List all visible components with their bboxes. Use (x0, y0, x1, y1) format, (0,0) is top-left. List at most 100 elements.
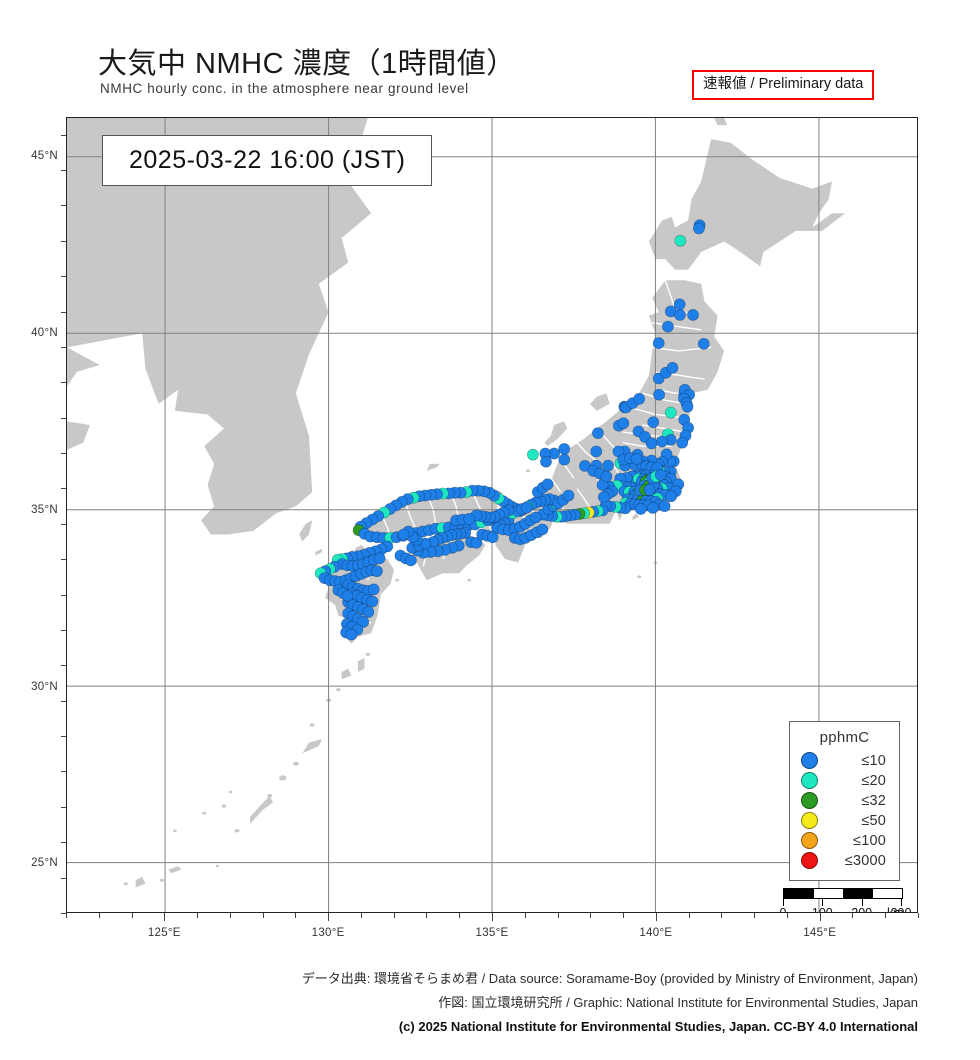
lat-tick-32.6 (61, 594, 66, 596)
station-point[interactable] (664, 406, 677, 419)
land-izu-osh (632, 513, 640, 521)
lon-tick-132 (393, 913, 395, 918)
station-point[interactable] (357, 616, 370, 628)
legend-swatch-icon (801, 752, 818, 769)
station-point[interactable] (617, 417, 630, 430)
station-point[interactable] (341, 589, 354, 602)
lat-tick-44.6 (61, 170, 66, 172)
lat-tick-28.6 (61, 736, 66, 738)
station-point[interactable] (681, 400, 694, 413)
land-china-s (67, 421, 90, 450)
station-point[interactable] (630, 452, 643, 465)
lon-tick-139 (623, 913, 625, 918)
station-point[interactable] (693, 222, 705, 235)
station-point[interactable] (652, 337, 665, 350)
station-point[interactable] (658, 500, 671, 513)
station-point[interactable] (362, 606, 375, 618)
station-point[interactable] (666, 361, 679, 374)
station-point[interactable] (558, 443, 571, 455)
lat-tick-37.6 (61, 417, 66, 419)
legend-item-label: ≤50 (861, 812, 886, 829)
station-point[interactable] (654, 468, 667, 481)
legend-item-4: ≤100 (801, 831, 886, 850)
station-point[interactable] (643, 484, 656, 496)
station-point[interactable] (405, 554, 417, 567)
station-point[interactable] (540, 455, 552, 468)
station-point[interactable] (687, 309, 699, 321)
scale-tick-1 (822, 899, 824, 906)
legend-title: pphmC (819, 729, 870, 746)
scale-bar-labels: 0 100 200 300 km (779, 906, 912, 913)
station-point[interactable] (645, 437, 658, 450)
station-point[interactable] (578, 460, 591, 472)
legend-rows: ≤10 ≤20 ≤32 ≤50 ≤100 ≤3000 (801, 751, 886, 870)
islet-7 (365, 652, 371, 656)
scale-bar-segments (783, 888, 903, 899)
legend-item-label: ≤3000 (844, 852, 886, 869)
station-point[interactable] (590, 445, 603, 458)
station-point[interactable] (520, 501, 533, 514)
station-point[interactable] (345, 628, 358, 641)
scale-unit-label: km (887, 906, 904, 913)
lat-tick-label-45: 45°N (31, 149, 58, 162)
lon-tick-146 (852, 913, 854, 918)
station-point[interactable] (662, 320, 674, 333)
map-canvas[interactable]: 2025-03-22 16:00 (JST) pphmC ≤10 ≤20 ≤32 ≤5… (66, 117, 918, 913)
lon-tick-127 (229, 913, 231, 918)
station-point[interactable] (366, 595, 379, 608)
station-point[interactable] (633, 393, 646, 405)
lat-tick-23.6 (61, 913, 66, 914)
prefecture-border-2 (652, 346, 712, 352)
station-point[interactable] (397, 528, 410, 541)
station-point[interactable] (367, 583, 380, 596)
station-point[interactable] (653, 388, 665, 401)
station-point[interactable] (676, 436, 689, 449)
station-point[interactable] (602, 459, 614, 472)
station-point[interactable] (373, 552, 386, 565)
station-point[interactable] (470, 536, 483, 549)
legend-item-3: ≤50 (801, 811, 886, 830)
lon-tick-140 (655, 913, 657, 921)
land-layer (67, 118, 846, 888)
station-point[interactable] (673, 298, 686, 311)
station-point[interactable] (541, 478, 554, 491)
station-point[interactable] (486, 531, 499, 544)
station-point[interactable] (463, 513, 476, 525)
lat-tick-29.6 (61, 700, 66, 702)
station-point[interactable] (558, 453, 571, 466)
prefecture-border-11 (537, 463, 562, 493)
islet-19 (215, 864, 220, 868)
scale-label-0: 0 (779, 906, 787, 913)
islet-4 (202, 811, 207, 815)
station-point[interactable] (647, 416, 660, 429)
lat-tick-43.6 (61, 205, 66, 207)
station-point[interactable] (674, 309, 686, 321)
lon-tick-124 (131, 913, 133, 918)
station-point[interactable] (674, 234, 687, 247)
islet-16 (525, 469, 530, 473)
station-point[interactable] (600, 470, 613, 483)
lon-tick-122 (66, 913, 67, 918)
scale-segment-0 (784, 889, 814, 898)
scale-label-2: 200 (851, 906, 873, 913)
station-point[interactable] (597, 491, 610, 503)
lat-tick-39.6 (61, 346, 66, 348)
station-point[interactable] (527, 448, 539, 461)
islet-1 (292, 761, 299, 766)
legend-item-2: ≤32 (801, 791, 886, 810)
land-tsushima (299, 520, 313, 542)
lon-tick-145 (819, 913, 821, 921)
station-point[interactable] (592, 427, 604, 439)
station-point[interactable] (562, 489, 575, 502)
station-point[interactable] (656, 435, 668, 448)
station-point[interactable] (665, 490, 678, 503)
station-point[interactable] (634, 503, 647, 515)
footer-copyright: (c) 2025 National Institute for Environm… (398, 1019, 918, 1034)
islet-13 (467, 578, 472, 582)
station-point[interactable] (371, 565, 383, 578)
station-point[interactable] (536, 523, 549, 536)
station-point[interactable] (697, 337, 710, 350)
station-point[interactable] (646, 502, 659, 514)
legend-swatch-icon (801, 852, 818, 869)
station-point[interactable] (529, 511, 542, 524)
